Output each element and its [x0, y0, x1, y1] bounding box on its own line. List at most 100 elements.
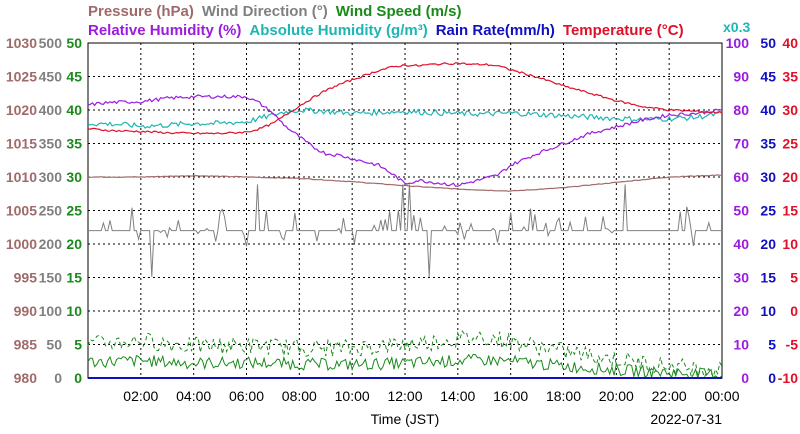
y-tick-right: 70: [733, 136, 749, 152]
x-tick-label: 18:00: [546, 388, 581, 404]
x-tick-label: 16:00: [493, 388, 528, 404]
y-tick-right: 5: [790, 270, 798, 286]
y-tick-right: 30: [760, 169, 776, 185]
y-tick-left: 10: [66, 303, 82, 319]
series-wind-speed: [87, 353, 723, 380]
legend-label: Wind Direction (°): [202, 3, 328, 20]
x-axis-label: Time (JST): [371, 411, 440, 427]
y-tick-left: 15: [66, 270, 82, 286]
y-tick-right: 20: [733, 303, 749, 319]
x-axis: 02:00 04:00 06:00 08:00 10:00 12:00 14:00 16:00…: [123, 388, 739, 427]
y-tick-right: 25: [760, 203, 776, 219]
y-tick-right: 20: [782, 169, 798, 185]
y-tick-left: 1015: [6, 136, 37, 152]
y-tick-left: 5: [74, 337, 82, 353]
series-wind-direction: [88, 184, 722, 277]
series-pressure-hpa: [87, 174, 723, 192]
series-relative-humidity: [87, 94, 723, 187]
y-tick-right: -10: [778, 370, 798, 386]
y-tick-left: 1020: [6, 102, 37, 118]
y-tick-left: 990: [14, 303, 38, 319]
y-tick-right: 0: [790, 303, 798, 319]
series-absolute-humidity-g-m: [87, 107, 723, 129]
y-tick-left: 0: [74, 370, 82, 386]
y-tick-right: 15: [782, 203, 798, 219]
legend-row-1: Pressure (hPa) Wind Direction (°) Wind Spe…: [88, 3, 461, 20]
abs-humidity-multiplier: x0.3: [723, 19, 750, 35]
legend-label: Pressure (hPa): [88, 3, 194, 20]
y-tick-right: 90: [733, 69, 749, 85]
y-tick-right: 40: [733, 236, 749, 252]
y-tick-left: 150: [39, 270, 63, 286]
y-tick-right: 5: [768, 337, 776, 353]
y-tick-left: 350: [39, 136, 63, 152]
y-tick-left: 50: [66, 35, 82, 51]
y-tick-right: 60: [733, 169, 749, 185]
y-tick-left: 50: [46, 337, 62, 353]
y-tick-left: 1000: [6, 236, 37, 252]
legend-label: Absolute Humidity (g/m³): [249, 22, 427, 39]
chart-header: Pressure (hPa) Wind Direction (°) Wind Spe…: [88, 3, 750, 39]
date-label: 2022-07-31: [650, 411, 722, 427]
y-tick-left: 1005: [6, 203, 37, 219]
x-tick-label: 20:00: [599, 388, 634, 404]
y-tick-left: 450: [39, 69, 63, 85]
y-tick-right: 10: [733, 337, 749, 353]
y-tick-right: 50: [760, 35, 776, 51]
y-tick-left: 1025: [6, 69, 37, 85]
y-tick-left: 40: [66, 102, 82, 118]
y-tick-left: 985: [14, 337, 38, 353]
y-tick-right: 35: [760, 136, 776, 152]
legend-label: Wind Speed (m/s): [336, 3, 462, 20]
x-tick-label: 00:00: [704, 388, 739, 404]
y-tick-right: 0: [768, 370, 776, 386]
x-tick-label: 06:00: [229, 388, 264, 404]
y-tick-right: 15: [760, 270, 776, 286]
x-tick-label: 04:00: [176, 388, 211, 404]
y-tick-right: 35: [782, 69, 798, 85]
x-tick-label: 22:00: [652, 388, 687, 404]
y-tick-left: 30: [66, 169, 82, 185]
legend-label: Relative Humidity (%): [88, 22, 241, 39]
y-tick-right: 10: [760, 303, 776, 319]
y-tick-left: 35: [66, 136, 82, 152]
y-tick-right: 0: [741, 370, 749, 386]
y-tick-left: 200: [39, 236, 63, 252]
y-tick-left: 500: [39, 35, 63, 51]
y-tick-left: 400: [39, 102, 63, 118]
y-tick-right: 80: [733, 102, 749, 118]
y-tick-left: 100: [39, 303, 63, 319]
y-tick-right: 40: [782, 35, 798, 51]
y-tick-left: 1030: [6, 35, 37, 51]
y-tick-left: 300: [39, 169, 63, 185]
series-temperature-c: [87, 62, 723, 135]
axes: 9809859909951000100510101015102010251030…: [6, 35, 798, 386]
y-tick-right: 25: [782, 136, 798, 152]
legend-row-2: Relative Humidity (%) Absolute Humidity (…: [88, 22, 684, 39]
x-tick-label: 08:00: [282, 388, 317, 404]
y-tick-left: 980: [14, 370, 38, 386]
y-tick-right: 20: [760, 236, 776, 252]
x-tick-label: 10:00: [335, 388, 370, 404]
y-tick-right: 30: [782, 102, 798, 118]
y-tick-right: 30: [733, 270, 749, 286]
y-tick-right: 10: [782, 236, 798, 252]
y-tick-right: -5: [786, 337, 799, 353]
x-tick-label: 02:00: [123, 388, 158, 404]
y-tick-left: 45: [66, 69, 82, 85]
y-tick-left: 25: [66, 203, 82, 219]
y-tick-left: 250: [39, 203, 63, 219]
y-tick-left: 0: [54, 370, 62, 386]
y-tick-right: 100: [726, 35, 750, 51]
legend-label: Temperature (°C): [563, 22, 684, 39]
x-tick-label: 12:00: [387, 388, 422, 404]
y-tick-left: 20: [66, 236, 82, 252]
y-tick-right: 50: [733, 203, 749, 219]
plot-area: [87, 62, 723, 380]
y-tick-left: 1010: [6, 169, 37, 185]
legend-label: Rain Rate(mm/h): [436, 22, 555, 39]
y-tick-left: 995: [14, 270, 38, 286]
y-tick-right: 45: [760, 69, 776, 85]
x-tick-label: 14:00: [440, 388, 475, 404]
